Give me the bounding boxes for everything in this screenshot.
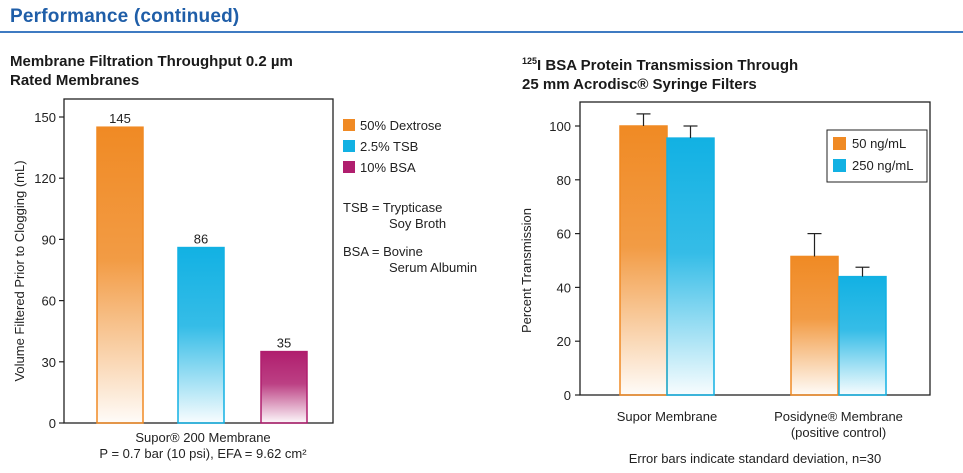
chart1-title: Membrane Filtration Throughput 0.2 µm Ra… [10, 52, 293, 90]
chart2-y-tick-label: 40 [557, 280, 571, 295]
header-divider [0, 31, 963, 33]
chart1-y-tick-label: 0 [49, 416, 56, 431]
chart2-legend-label: 250 ng/mL [852, 158, 913, 173]
chart1-title-line1: Membrane Filtration Throughput 0.2 µm [10, 53, 293, 70]
chart1-legend-label: 50% Dextrose [360, 118, 442, 133]
chart2-y-tick-label: 60 [557, 227, 571, 242]
chart1-x-label-line1: Supor® 200 Membrane [135, 430, 270, 445]
chart1-legend-label: 10% BSA [360, 160, 416, 175]
chart1-bar [260, 350, 308, 424]
chart1-x-label-line2: P = 0.7 bar (10 psi), EFA = 9.62 cm² [99, 446, 307, 461]
chart1-y-tick-label: 30 [42, 355, 56, 370]
chart2-footnote: Error bars indicate standard deviation, … [629, 451, 882, 466]
chart2-legend-swatch [833, 137, 846, 150]
chart1-title-line2: Rated Membranes [10, 72, 140, 89]
chart1-plot: 0 30 60 90 120 150 Volume Filtered Prior to Cl… [12, 98, 477, 461]
chart1-y-tick-label: 60 [42, 294, 56, 309]
chart2-bar [619, 125, 668, 396]
chart2-y-tick-label: 100 [549, 119, 571, 134]
chart1-data-label: 86 [194, 232, 208, 247]
chart1-bar [177, 246, 225, 424]
chart2-title: 125I BSA Protein Transmission Through 25… [522, 52, 798, 94]
chart1-bar [96, 126, 144, 424]
chart1-data-label: 35 [277, 336, 291, 351]
chart1-note-line2: Soy Broth [389, 216, 446, 231]
chart2-title-superscript: 125 [522, 56, 538, 66]
chart1-legend-swatch [343, 161, 355, 173]
chart2-bar [666, 137, 715, 396]
chart1-data-label: 145 [109, 111, 131, 126]
chart1-legend-label: 2.5% TSB [360, 139, 418, 154]
page-title: Performance (continued) [10, 6, 240, 27]
chart2-category-label-line2: (positive control) [791, 425, 886, 440]
chart1-note-line1: TSB = Trypticase [343, 200, 442, 215]
chart1-y-tick-label: 120 [34, 171, 56, 186]
chart2-y-tick-label: 0 [564, 388, 571, 403]
chart2-category-label: Posidyne® Membrane [774, 409, 903, 424]
chart2-y-tick-label: 80 [557, 173, 571, 188]
chart2-bar [838, 275, 887, 396]
chart2-y-tick-label: 20 [557, 334, 571, 349]
chart1-note-line1: BSA = Bovine [343, 244, 423, 259]
chart1-y-tick-label: 90 [42, 232, 56, 247]
chart1-note-line2: Serum Albumin [389, 260, 477, 275]
chart2-plot: 0 20 40 60 80 100 Percent Transmission Supor Me… [519, 101, 931, 466]
chart2-legend-label: 50 ng/mL [852, 136, 906, 151]
chart2-y-axis-label: Percent Transmission [519, 208, 534, 333]
chart2-title-line1: 125I BSA Protein Transmission Through [522, 52, 798, 75]
chart2-bar [790, 255, 839, 396]
chart1-y-tick-label: 150 [34, 110, 56, 125]
chart2-frame [579, 101, 931, 396]
chart2-category-label: Supor Membrane [617, 409, 717, 424]
chart2-legend-swatch [833, 159, 846, 172]
chart1-y-axis-label: Volume Filtered Prior to Clogging (mL) [12, 160, 27, 381]
chart2-title-text: I BSA Protein Transmission Through [537, 57, 799, 74]
chart2-title-line2: 25 mm Acrodisc® Syringe Filters [522, 76, 757, 93]
chart1-legend-swatch [343, 140, 355, 152]
chart1-legend-swatch [343, 119, 355, 131]
